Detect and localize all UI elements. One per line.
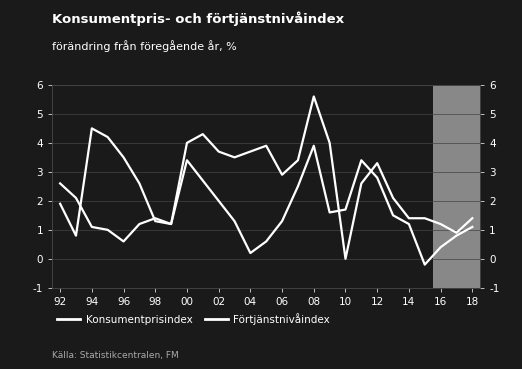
Bar [433,85,480,288]
Text: Källa: Statistikcentralen, FM: Källa: Statistikcentralen, FM [52,351,179,360]
Legend: Konsumentprisindex, Förtjänstnivåindex: Konsumentprisindex, Förtjänstnivåindex [57,313,330,325]
Text: Konsumentpris- och förtjänstnivåindex: Konsumentpris- och förtjänstnivåindex [52,11,345,25]
Text: förändring från föregående år, %: förändring från föregående år, % [52,41,237,52]
